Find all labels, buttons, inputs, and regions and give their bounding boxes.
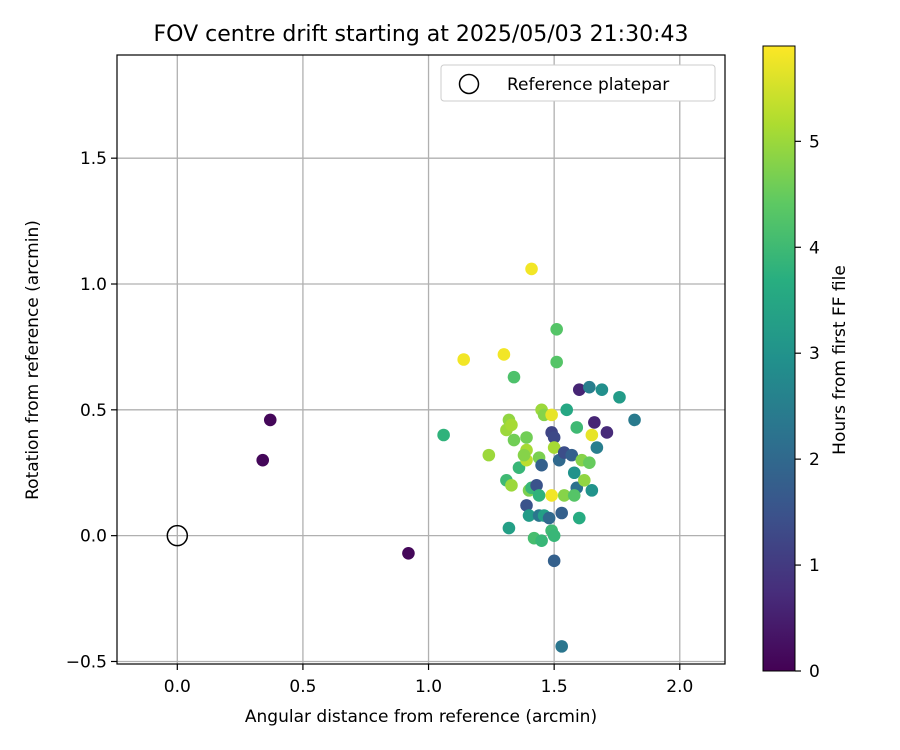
data-point <box>555 506 568 520</box>
data-point <box>567 466 581 480</box>
data-point <box>457 353 471 366</box>
legend-reference-marker <box>458 73 480 95</box>
data-point <box>557 489 571 502</box>
data-point <box>585 484 599 497</box>
x-tick-label: 0.0 <box>164 677 191 697</box>
data-point <box>263 413 277 427</box>
data-point <box>555 640 568 653</box>
data-point <box>535 534 548 547</box>
data-point <box>256 453 270 467</box>
data-point <box>572 511 586 525</box>
colorbar-tick-label: 4 <box>809 238 820 258</box>
colorbar-ticks: 0 1 2 3 4 5 <box>795 132 820 682</box>
data-point <box>565 448 579 462</box>
x-axis-label: Angular distance from reference (arcmin) <box>245 707 597 727</box>
x-tick-label: 0.5 <box>289 677 316 697</box>
colorbar-tick-label: 3 <box>809 344 820 364</box>
colorbar: 0 1 2 3 4 5 Hours from first FF file <box>762 45 850 682</box>
data-point <box>550 323 563 336</box>
colorbar-gradient <box>762 45 796 672</box>
data-point <box>578 473 591 487</box>
data-point <box>590 441 604 454</box>
y-tick-label: 0.5 <box>80 401 107 421</box>
legend-label-reference: Reference platepar <box>507 75 669 95</box>
y-axis-ticks: −0.5 0.0 0.5 1.0 1.5 <box>66 149 117 672</box>
data-point <box>547 431 561 444</box>
data-point <box>517 448 531 462</box>
y-tick-label: 1.5 <box>80 149 107 169</box>
legend-box <box>440 64 716 102</box>
colorbar-label: Hours from first FF file <box>830 265 850 455</box>
data-point <box>525 262 538 276</box>
data-points <box>256 262 641 653</box>
x-tick-label: 1.5 <box>541 677 568 697</box>
y-axis-label: Rotation from reference (arcmin) <box>23 220 43 500</box>
x-axis-ticks: 0.0 0.5 1.0 1.5 2.0 <box>164 664 693 697</box>
data-point <box>583 380 596 394</box>
data-point <box>600 426 614 439</box>
data-point <box>507 433 521 447</box>
data-point <box>545 408 558 422</box>
data-point <box>520 499 533 512</box>
x-tick-label: 2.0 <box>666 677 693 697</box>
data-point <box>522 509 536 522</box>
legend: Reference platepar <box>440 64 716 102</box>
data-point <box>613 390 626 404</box>
x-tick-label: 1.0 <box>415 677 442 697</box>
data-point <box>570 421 584 434</box>
data-point <box>545 489 558 502</box>
grid-lines <box>117 55 725 664</box>
colorbar-tick-label: 5 <box>809 132 820 152</box>
data-point <box>588 416 601 429</box>
plot-frame <box>116 54 726 665</box>
data-point <box>550 355 563 369</box>
data-point <box>567 489 581 502</box>
data-point <box>437 428 450 442</box>
data-point <box>530 479 543 492</box>
y-tick-label: 1.0 <box>80 275 107 295</box>
data-point <box>532 489 546 502</box>
data-point <box>502 521 516 535</box>
y-tick-label: −0.5 <box>66 652 107 672</box>
reference-marker-layer <box>166 524 189 547</box>
data-point <box>547 441 561 454</box>
data-point <box>628 413 641 427</box>
data-point <box>482 448 496 462</box>
colorbar-tick-label: 2 <box>809 450 820 470</box>
data-point <box>507 370 521 384</box>
data-point <box>505 418 518 432</box>
colorbar-tick-label: 0 <box>809 662 820 682</box>
data-point <box>560 403 574 417</box>
data-point <box>547 529 561 542</box>
data-point <box>520 431 533 444</box>
colorbar-tick-label: 1 <box>809 556 820 576</box>
data-point <box>505 479 518 492</box>
data-point <box>542 511 556 525</box>
y-tick-label: 0.0 <box>80 527 107 547</box>
data-point <box>402 546 415 560</box>
data-point <box>572 383 586 396</box>
data-point <box>595 383 609 396</box>
data-point <box>583 456 596 469</box>
chart-title: FOV centre drift starting at 2025/05/03 … <box>154 22 689 47</box>
data-point <box>585 428 599 442</box>
reference-platepar-marker <box>166 524 189 547</box>
data-point <box>497 348 511 361</box>
data-point <box>535 458 548 472</box>
data-point <box>547 554 561 568</box>
